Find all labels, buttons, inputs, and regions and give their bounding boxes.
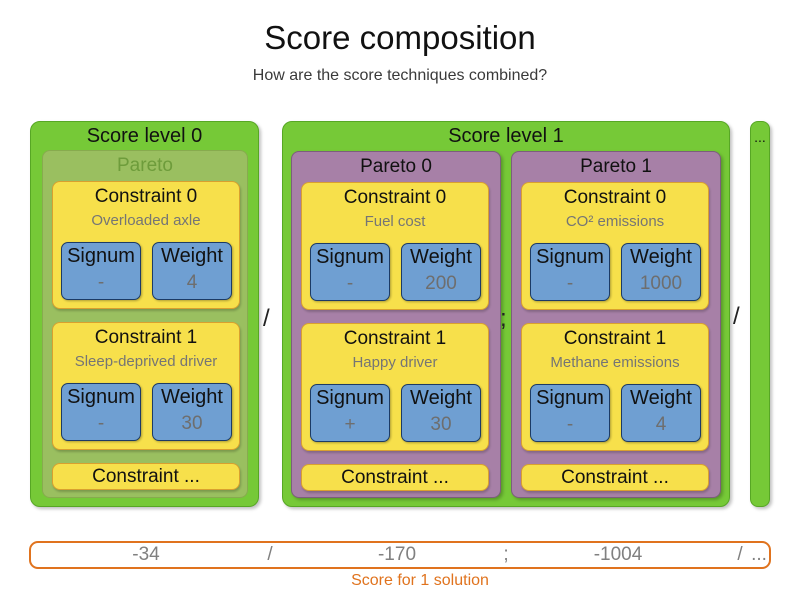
separator-slash-level1-more: / (733, 303, 740, 330)
constraint-box: Constraint 0 Fuel cost Signum - Weight 2… (301, 182, 489, 310)
signum-label: Signum (316, 246, 384, 268)
signum-chip: Signum - (310, 243, 390, 301)
signum-value: - (97, 272, 105, 293)
constraint-name: Constraint 1 (94, 327, 198, 348)
weight-label: Weight (161, 245, 223, 267)
constraint-box: Constraint 1 Sleep-deprived driver Signu… (52, 322, 240, 450)
constraint-box: Constraint 1 Happy driver Signum + Weigh… (301, 323, 489, 451)
signum-chip: Signum - (61, 383, 141, 441)
score-value-pareto1: -1004 (593, 544, 643, 565)
weight-label: Weight (161, 386, 223, 408)
score-level-1-title: Score level 1 (448, 125, 564, 147)
signum-label: Signum (536, 246, 604, 268)
constraint-more-bar: Constraint ... (52, 463, 240, 490)
signum-chip: Signum - (61, 242, 141, 300)
signum-value: + (344, 414, 356, 435)
score-level-0-title: Score level 0 (86, 125, 203, 147)
score-separator-slash: / (267, 544, 273, 565)
constraint-name: Constraint 0 (94, 186, 198, 207)
page-subtitle: How are the score techniques combined? (252, 67, 548, 84)
more-levels-column: ... (750, 121, 770, 507)
weight-label: Weight (630, 246, 692, 268)
score-level-1-box: Score level 1 Pareto 0 Constraint 0 Fuel… (282, 121, 730, 507)
score-separator-slash: / (737, 544, 743, 565)
constraint-box: Constraint 0 CO² emissions Signum - Weig… (521, 182, 709, 310)
score-ellipsis: ... (751, 544, 767, 565)
separator-semicolon-pareto0-pareto1: ; (500, 305, 507, 332)
constraint-name: Constraint 0 (563, 187, 667, 208)
signum-chip: Signum - (530, 384, 610, 442)
weight-value: 200 (425, 273, 457, 294)
weight-value: 4 (655, 414, 667, 435)
weight-chip: Weight 4 (152, 242, 232, 300)
constraint-box: Constraint 1 Methane emissions Signum - … (521, 323, 709, 451)
pareto-title: Pareto (117, 155, 173, 176)
signum-label: Signum (316, 387, 384, 409)
weight-value: 30 (181, 413, 203, 434)
constraint-name: Constraint 1 (563, 328, 667, 349)
pareto-0-box: Pareto 0 Constraint 0 Fuel cost Signum -… (291, 151, 501, 498)
signum-chip: Signum - (530, 243, 610, 301)
signum-value: - (97, 413, 105, 434)
constraint-description: Methane emissions (550, 354, 680, 371)
weight-label: Weight (410, 387, 472, 409)
constraint-more-bar: Constraint ... (521, 464, 709, 491)
constraint-box: Constraint 0 Overloaded axle Signum - We… (52, 181, 240, 309)
score-bar: -34 / -170 ; -1004 / ... (29, 541, 771, 569)
signum-label: Signum (536, 387, 604, 409)
score-level-0-box: Score level 0 Pareto Constraint 0 Overlo… (30, 121, 259, 507)
signum-value: - (566, 273, 574, 294)
constraint-description: Sleep-deprived driver (74, 353, 218, 370)
weight-chip: Weight 30 (401, 384, 481, 442)
signum-label: Signum (67, 386, 135, 408)
constraint-name: Constraint 0 (343, 187, 447, 208)
weight-value: 1000 (639, 273, 683, 294)
weight-chip: Weight 1000 (621, 243, 701, 301)
pareto-0-title: Pareto 0 (360, 156, 432, 177)
weight-label: Weight (630, 387, 692, 409)
constraint-more-bar: Constraint ... (301, 464, 489, 491)
weight-label: Weight (410, 246, 472, 268)
signum-value: - (346, 273, 354, 294)
score-value-pareto0: -170 (377, 544, 417, 565)
constraint-description: Overloaded axle (91, 212, 201, 229)
constraint-description: Happy driver (352, 354, 438, 371)
constraint-name: Constraint 1 (343, 328, 447, 349)
score-separator-semicolon: ; (503, 544, 509, 565)
weight-chip: Weight 200 (401, 243, 481, 301)
pareto-1-box: Pareto 1 Constraint 0 CO² emissions Sign… (511, 151, 721, 498)
weight-value: 4 (186, 272, 198, 293)
weight-value: 30 (430, 414, 452, 435)
pareto-box: Pareto Constraint 0 Overloaded axle Sign… (42, 150, 248, 498)
constraint-description: Fuel cost (364, 213, 426, 230)
weight-chip: Weight 30 (152, 383, 232, 441)
signum-value: - (566, 414, 574, 435)
page-title: Score composition (264, 19, 536, 56)
pareto-1-title: Pareto 1 (580, 156, 652, 177)
weight-chip: Weight 4 (621, 384, 701, 442)
signum-chip: Signum + (310, 384, 390, 442)
signum-label: Signum (67, 245, 135, 267)
constraint-description: CO² emissions (565, 213, 665, 230)
score-value-level0: -34 (132, 544, 160, 565)
separator-slash-level0-level1: / (263, 305, 270, 332)
score-bar-caption: Score for 1 solution (351, 572, 489, 589)
